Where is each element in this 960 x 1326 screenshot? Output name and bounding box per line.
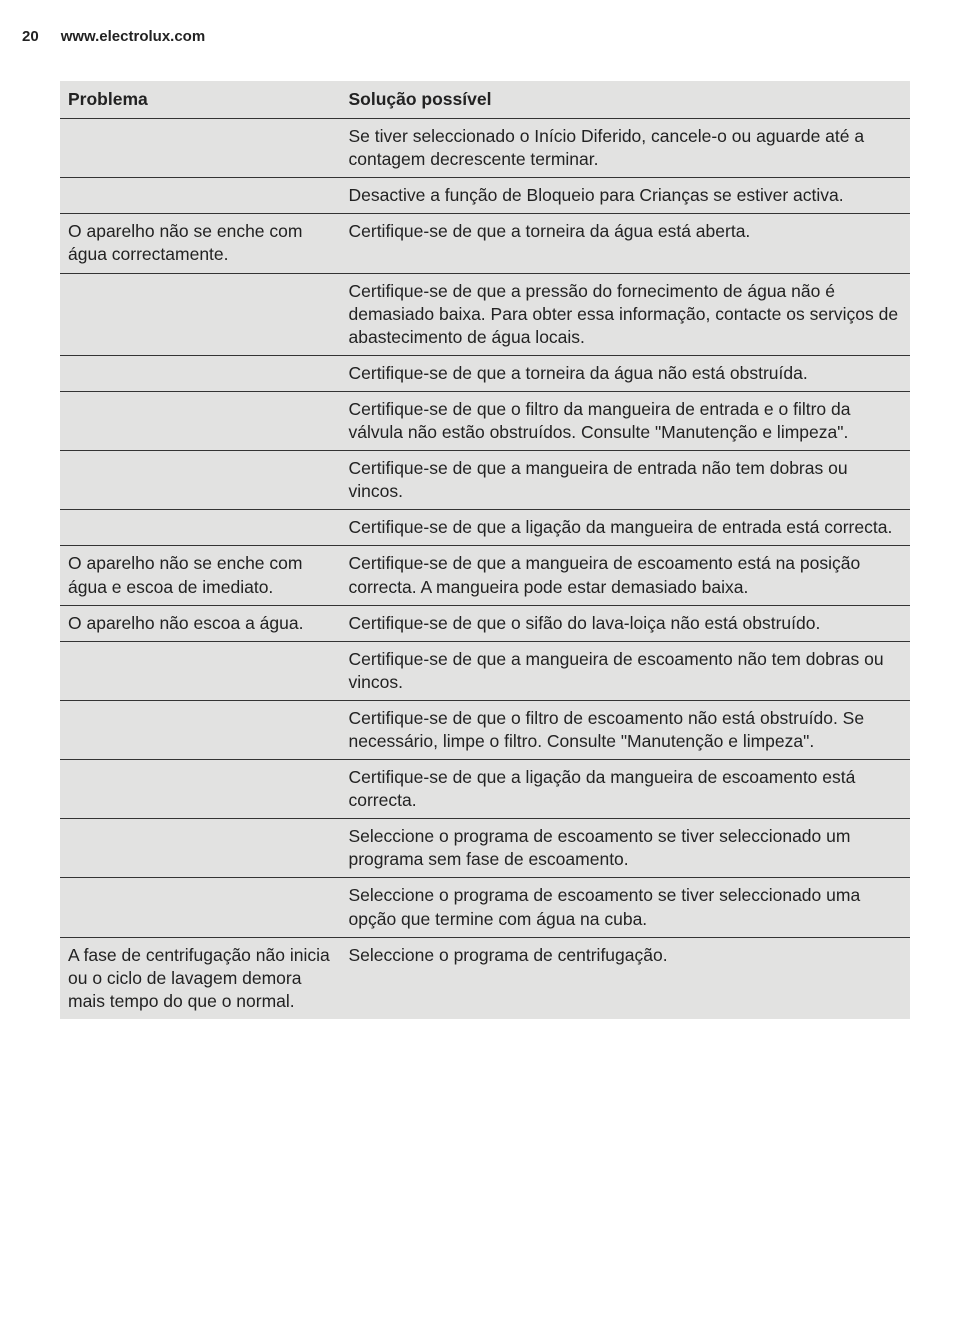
page-header: 20 www.electrolux.com bbox=[20, 28, 910, 45]
header-problem: Problema bbox=[60, 81, 341, 119]
cell-solution: Certifique-se de que a ligação da mangue… bbox=[341, 510, 911, 546]
cell-problem bbox=[60, 355, 341, 391]
site-url: www.electrolux.com bbox=[61, 28, 206, 45]
table-row: O aparelho não se enche com água correct… bbox=[60, 214, 910, 273]
table-row: O aparelho não se enche com água e escoa… bbox=[60, 546, 910, 605]
cell-problem bbox=[60, 760, 341, 819]
cell-problem: O aparelho não escoa a água. bbox=[60, 605, 341, 641]
table-row: Certifique-se de que a torneira da água … bbox=[60, 355, 910, 391]
table-row: O aparelho não escoa a água. Certifique-… bbox=[60, 605, 910, 641]
table-row: Se tiver seleccionado o Início Diferido,… bbox=[60, 119, 910, 178]
cell-problem bbox=[60, 510, 341, 546]
troubleshooting-table: Problema Solução possível Se tiver selec… bbox=[60, 81, 910, 1019]
cell-problem bbox=[60, 700, 341, 759]
cell-problem: O aparelho não se enche com água e escoa… bbox=[60, 546, 341, 605]
cell-solution: Certifique-se de que a mangueira de esco… bbox=[341, 641, 911, 700]
cell-solution: Certifique-se de que a ligação da mangue… bbox=[341, 760, 911, 819]
cell-solution: Certifique-se de que o sifão do lava-loi… bbox=[341, 605, 911, 641]
cell-problem: A fase de centrifugação não inicia ou o … bbox=[60, 937, 341, 1019]
table-row: Certifique-se de que a ligação da mangue… bbox=[60, 760, 910, 819]
cell-problem bbox=[60, 273, 341, 355]
cell-solution: Seleccione o programa de escoamento se t… bbox=[341, 819, 911, 878]
page-number: 20 bbox=[22, 28, 39, 45]
cell-solution: Se tiver seleccionado o Início Diferido,… bbox=[341, 119, 911, 178]
table-row: Certifique-se de que a mangueira de esco… bbox=[60, 641, 910, 700]
table-row: Certifique-se de que o filtro de escoame… bbox=[60, 700, 910, 759]
table-row: Certifique-se de que a ligação da mangue… bbox=[60, 510, 910, 546]
cell-solution: Certifique-se de que a mangueira de entr… bbox=[341, 451, 911, 510]
cell-solution: Desactive a função de Bloqueio para Cria… bbox=[341, 178, 911, 214]
table-row: A fase de centrifugação não inicia ou o … bbox=[60, 937, 910, 1019]
cell-problem bbox=[60, 391, 341, 450]
cell-solution: Seleccione o programa de centrifugação. bbox=[341, 937, 911, 1019]
cell-problem bbox=[60, 819, 341, 878]
cell-solution: Certifique-se de que a pressão do fornec… bbox=[341, 273, 911, 355]
cell-solution: Certifique-se de que a torneira da água … bbox=[341, 355, 911, 391]
table-header-row: Problema Solução possível bbox=[60, 81, 910, 119]
table-row: Seleccione o programa de escoamento se t… bbox=[60, 819, 910, 878]
table-row: Certifique-se de que o filtro da manguei… bbox=[60, 391, 910, 450]
cell-problem: O aparelho não se enche com água correct… bbox=[60, 214, 341, 273]
cell-problem bbox=[60, 878, 341, 937]
cell-solution: Certifique-se de que o filtro da manguei… bbox=[341, 391, 911, 450]
cell-solution: Certifique-se de que a torneira da água … bbox=[341, 214, 911, 273]
header-solution: Solução possível bbox=[341, 81, 911, 119]
table-row: Certifique-se de que a mangueira de entr… bbox=[60, 451, 910, 510]
cell-solution: Seleccione o programa de escoamento se t… bbox=[341, 878, 911, 937]
cell-problem bbox=[60, 119, 341, 178]
table-row: Desactive a função de Bloqueio para Cria… bbox=[60, 178, 910, 214]
cell-solution: Certifique-se de que o filtro de escoame… bbox=[341, 700, 911, 759]
table-row: Certifique-se de que a pressão do fornec… bbox=[60, 273, 910, 355]
cell-problem bbox=[60, 641, 341, 700]
table-body: Problema Solução possível Se tiver selec… bbox=[60, 81, 910, 1019]
cell-problem bbox=[60, 178, 341, 214]
table-row: Seleccione o programa de escoamento se t… bbox=[60, 878, 910, 937]
cell-solution: Certifique-se de que a mangueira de esco… bbox=[341, 546, 911, 605]
page-container: 20 www.electrolux.com Problema Solução p… bbox=[0, 0, 960, 1059]
cell-problem bbox=[60, 451, 341, 510]
